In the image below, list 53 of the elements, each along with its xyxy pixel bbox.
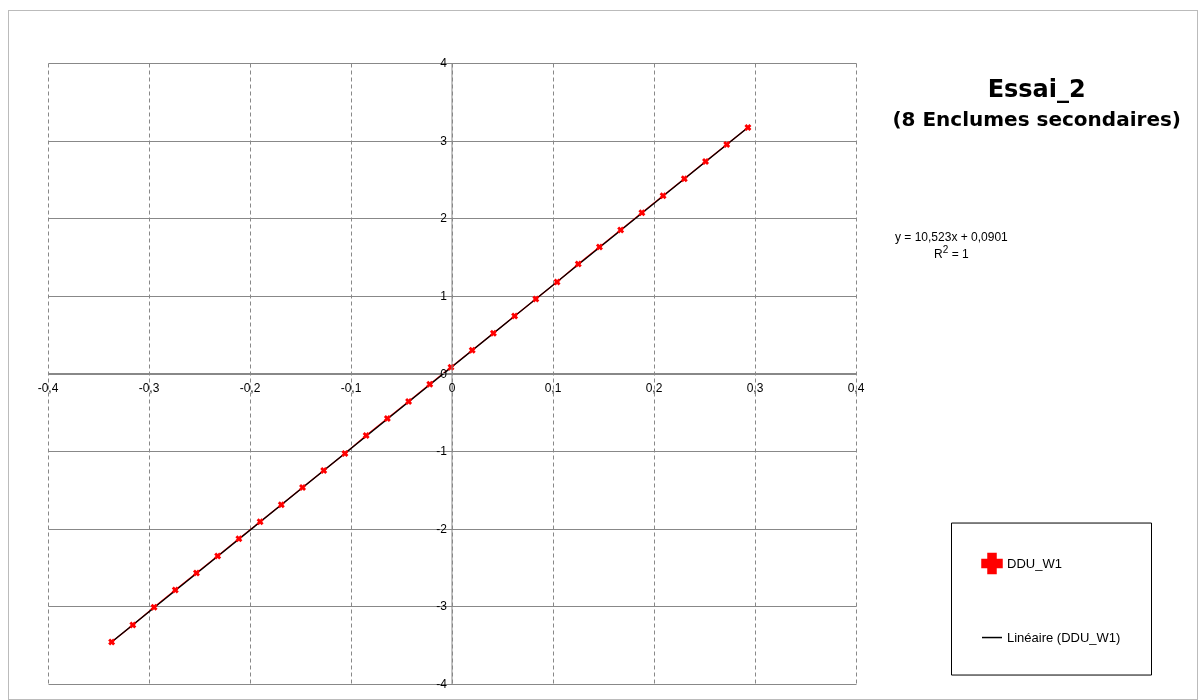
x-tick-label: -0,3	[138, 380, 160, 395]
y-tick-label: 4	[440, 56, 448, 70]
point	[214, 552, 222, 560]
point	[617, 226, 625, 234]
x-tick-label: -0,2	[239, 380, 261, 395]
point	[532, 295, 540, 303]
point	[744, 123, 752, 131]
point	[680, 175, 688, 183]
point	[192, 569, 200, 577]
point	[511, 312, 519, 320]
legend-label: DDU_W1	[1007, 555, 1062, 571]
point	[150, 603, 158, 611]
point	[426, 380, 434, 388]
point	[320, 467, 328, 475]
x-tick-label: 0,4	[847, 380, 865, 395]
point	[277, 501, 285, 509]
point	[362, 432, 370, 440]
y-tick-label: 1	[440, 288, 448, 303]
point	[383, 415, 391, 423]
point	[702, 158, 710, 166]
point	[659, 192, 667, 200]
text: R$^{2}$ = 1	[933, 244, 970, 261]
x-tick-label: 0,2	[645, 380, 663, 395]
point	[108, 638, 116, 646]
text: Essai_2	[986, 75, 1087, 103]
point	[235, 535, 243, 543]
x-tick-label: 0,1	[544, 380, 562, 395]
legend-label: Linéaire (DDU_W1)	[1007, 629, 1121, 645]
point	[299, 484, 307, 492]
y-tick-label: 3	[440, 133, 448, 148]
text: y = 10,523x + 0,0901	[895, 230, 1008, 244]
point	[595, 243, 603, 251]
x-tick-label: -0,4	[37, 380, 59, 395]
y-tick-label: 2	[440, 211, 448, 226]
point	[553, 278, 561, 286]
y-tick-label: 0	[440, 366, 448, 381]
y-tick-label: -3	[436, 599, 448, 614]
text: (8 Enclumes secondaires)	[892, 107, 1181, 131]
point	[256, 518, 264, 526]
point	[171, 586, 179, 594]
x-tick-label: 0,3	[746, 380, 764, 395]
point	[638, 209, 646, 217]
point	[129, 621, 137, 629]
point	[574, 260, 582, 268]
y-tick-label: -4	[436, 677, 448, 691]
y-tick-label: -2	[436, 521, 448, 536]
point	[405, 397, 413, 405]
x-tick-label: -0,1	[340, 380, 362, 395]
point	[489, 329, 497, 337]
point	[341, 449, 349, 457]
point	[468, 346, 476, 354]
point	[723, 141, 731, 149]
y-tick-label: -1	[436, 444, 448, 459]
